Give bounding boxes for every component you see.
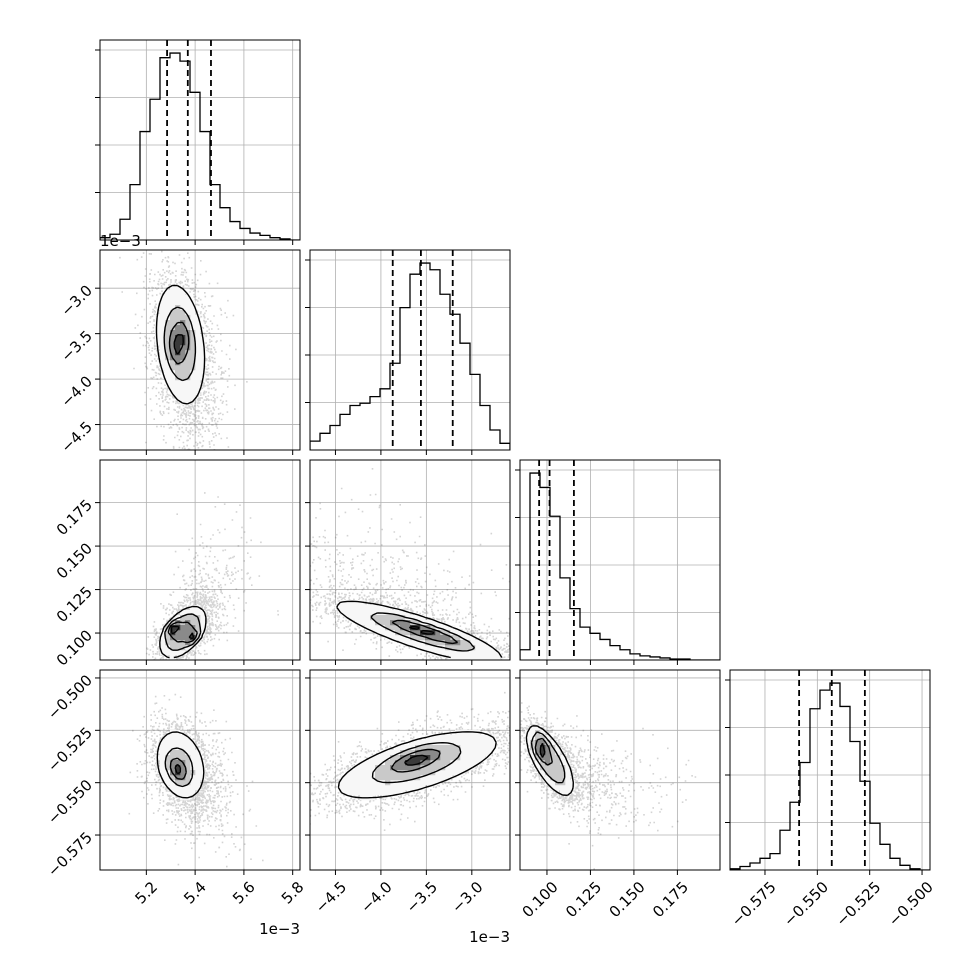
contour-line-2 bbox=[164, 613, 202, 651]
contour-line-2 bbox=[371, 742, 462, 784]
x-offset-label: 1e−3 bbox=[469, 928, 510, 946]
x-tick-label: −4.0 bbox=[357, 878, 395, 916]
x-offset-label: 1e−3 bbox=[259, 920, 300, 938]
y-tick-label: −0.500 bbox=[44, 671, 96, 723]
x-tick-label: −3.5 bbox=[403, 878, 441, 916]
contour-line-1 bbox=[336, 600, 503, 659]
scatter-points bbox=[128, 693, 264, 870]
scatter-panel-0-2 bbox=[100, 460, 300, 660]
panel-frame bbox=[309, 249, 511, 451]
panel-frame bbox=[729, 669, 931, 871]
panel-frame bbox=[99, 249, 301, 451]
contour-line-1 bbox=[337, 731, 497, 799]
histogram-step bbox=[730, 682, 930, 870]
panel-frame bbox=[99, 669, 301, 871]
y-tick-label: −4.0 bbox=[58, 372, 96, 410]
x-tick-label: 5.4 bbox=[180, 878, 210, 908]
contour-line-3 bbox=[390, 748, 441, 773]
panel-frame bbox=[309, 459, 511, 661]
contour-line-2 bbox=[163, 306, 197, 382]
panel-frame bbox=[99, 459, 301, 661]
histogram-step bbox=[100, 52, 300, 240]
x-tick-label: 0.125 bbox=[562, 878, 605, 921]
y-tick-label: 0.175 bbox=[53, 496, 96, 539]
contour-line-4 bbox=[408, 625, 435, 635]
histogram-panel-0 bbox=[95, 39, 301, 241]
panel-frame bbox=[519, 669, 721, 871]
x-tick-label: −0.525 bbox=[832, 878, 884, 930]
x-tick-label: 5.2 bbox=[131, 878, 161, 908]
x-tick-label: −0.575 bbox=[728, 878, 780, 930]
y-tick-label: 0.125 bbox=[53, 583, 96, 626]
contour-line-2 bbox=[530, 731, 566, 784]
y-tick-label: −3.0 bbox=[58, 281, 96, 319]
y-tick-label: 0.100 bbox=[53, 626, 96, 669]
scatter-panel-2-3 bbox=[520, 670, 720, 870]
contour-line-2 bbox=[164, 747, 194, 788]
scatter-points bbox=[145, 492, 279, 660]
histogram-panel-3 bbox=[725, 669, 931, 871]
contour-fill-4 bbox=[170, 625, 196, 641]
histogram-panel-2 bbox=[515, 459, 721, 661]
contour-line-1 bbox=[525, 725, 574, 796]
panel-frame bbox=[519, 459, 721, 661]
x-tick-label: −4.5 bbox=[312, 878, 350, 916]
x-tick-label: 0.150 bbox=[606, 878, 649, 921]
histogram-step bbox=[310, 262, 510, 450]
contour-line-4 bbox=[539, 742, 546, 758]
contour-line-3 bbox=[534, 737, 553, 766]
scatter-panel-1-3 bbox=[310, 670, 510, 870]
panel-frame bbox=[99, 39, 301, 241]
y-tick-label: −4.5 bbox=[58, 418, 96, 456]
y-tick-label: −3.5 bbox=[58, 327, 96, 365]
scatter-panel-0-3 bbox=[100, 670, 300, 870]
contour-line-1 bbox=[159, 605, 207, 659]
x-tick-label: 0.100 bbox=[519, 878, 562, 921]
contour-line-2 bbox=[370, 612, 476, 652]
contour-line-3 bbox=[391, 619, 459, 645]
contour-line-1 bbox=[156, 731, 205, 799]
y-tick-label: −0.550 bbox=[44, 776, 96, 828]
contour-line-3 bbox=[169, 757, 187, 780]
contour-line-4 bbox=[174, 763, 182, 775]
x-tick-label: −0.500 bbox=[885, 878, 937, 930]
y-tick-label: −0.525 bbox=[44, 724, 96, 776]
x-tick-label: 5.8 bbox=[278, 878, 308, 908]
contour-line-1 bbox=[155, 284, 206, 405]
x-tick-label: 5.6 bbox=[229, 878, 259, 908]
contour-line-4 bbox=[170, 625, 195, 640]
panel-frame bbox=[309, 669, 511, 871]
scatter-panel-1-2 bbox=[310, 460, 510, 660]
contour-line-3 bbox=[168, 321, 190, 365]
contour-line-3 bbox=[167, 621, 198, 644]
y-tick-label: 0.150 bbox=[53, 539, 96, 582]
histogram-panel-1 bbox=[305, 249, 511, 451]
y-tick-label: −0.575 bbox=[44, 828, 96, 880]
scatter-panel-0-1 bbox=[100, 250, 300, 450]
y-offset-label: 1e−3 bbox=[100, 232, 141, 250]
x-tick-label: −0.550 bbox=[780, 878, 832, 930]
contour-line-4 bbox=[173, 334, 184, 355]
x-tick-label: 0.175 bbox=[649, 878, 692, 921]
contour-line-4 bbox=[404, 754, 429, 766]
x-tick-label: −3.0 bbox=[448, 878, 486, 916]
scatter-points bbox=[119, 250, 248, 450]
